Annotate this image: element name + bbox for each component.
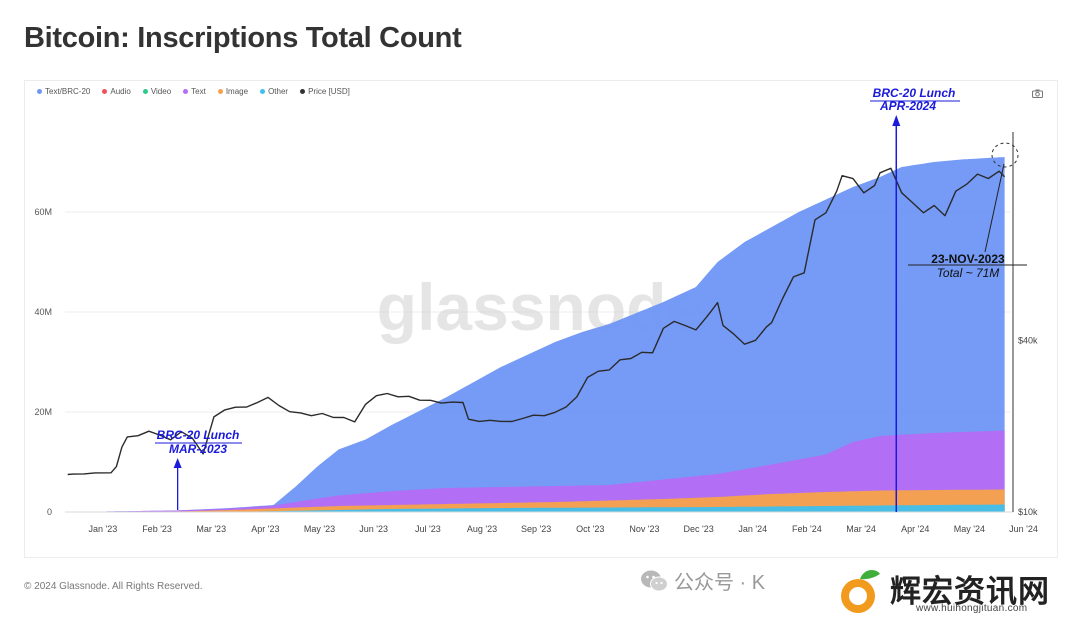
annotation-total-circle <box>991 142 1019 168</box>
wechat-icon <box>641 570 668 591</box>
x-tick-label: Jan '24 <box>738 524 767 534</box>
x-tick-label: Mar '23 <box>196 524 226 534</box>
price-line <box>67 167 1006 476</box>
y-left-tick-label: 0 <box>47 507 52 517</box>
x-tick-label: Mar '24 <box>846 524 876 534</box>
legend-dot-icon <box>217 89 223 94</box>
legend-dot-icon <box>102 89 108 94</box>
area-series-text <box>67 430 1005 512</box>
legend-label: Other <box>268 87 289 96</box>
page-title: Bitcoin: Inscriptions Total Count <box>24 22 462 54</box>
legend-dot-icon <box>183 89 189 94</box>
annotation-mar-arrowhead <box>173 458 182 468</box>
x-tick-label: Jan '23 <box>89 524 118 534</box>
x-tick-label: Feb '24 <box>792 524 822 534</box>
x-tick-label: Apr '23 <box>251 524 279 534</box>
x-tick-label: Dec '23 <box>683 524 713 534</box>
x-tick-label: Feb '23 <box>142 524 172 534</box>
annotation-apr-line2: APR-2024 <box>879 99 936 113</box>
x-tick-label: Jul '23 <box>415 524 441 534</box>
legend-dot-icon <box>37 89 42 94</box>
annotation-total-line1: 23-NOV-2023 <box>931 252 1005 266</box>
wechat-watermark: 公众号 · K <box>640 566 765 595</box>
legend-label: Text/BRC-20 <box>45 87 91 96</box>
x-tick-label: Jun '23 <box>359 524 388 534</box>
legend-item-image[interactable]: Image <box>217 87 249 96</box>
wechat-label: 公众号 · K <box>674 572 766 594</box>
x-tick-label: Aug '23 <box>467 524 497 534</box>
y-left-tick-label: 40M <box>34 307 52 317</box>
annotation-total-line2: Total ~ 71M <box>937 266 1000 280</box>
legend-item-audio[interactable]: Audio <box>102 87 131 96</box>
legend-dot-icon <box>260 89 266 94</box>
legend-dot-icon <box>300 89 306 94</box>
area-series-image <box>67 489 1005 512</box>
brand-logo: 辉宏资讯网 www.huihongjituan.com <box>832 560 1080 622</box>
legend-label: Video <box>150 87 172 96</box>
legend-dot-icon <box>142 89 148 94</box>
camera-icon[interactable] <box>1032 89 1043 98</box>
annotation-mar-line2: MAR-2023 <box>169 442 227 456</box>
annotation-apr-line1: BRC-20 Lunch <box>873 86 956 100</box>
x-tick-label: Nov '23 <box>629 524 659 534</box>
y-left-tick-label: 60M <box>34 207 52 217</box>
x-tick-label: Sep '23 <box>521 524 551 534</box>
x-tick-label: Jun '24 <box>1009 524 1038 534</box>
legend-item-text-brc20[interactable]: Text/BRC-20 <box>37 87 90 96</box>
legend-label: Audio <box>110 87 131 96</box>
area-series-text-brc-20 <box>67 157 1005 512</box>
copyright-footer: © 2024 Glassnode. All Rights Reserved. <box>24 581 203 592</box>
legend-item-price[interactable]: Price [USD] <box>300 87 350 96</box>
y-left-tick-label: 20M <box>34 407 52 417</box>
area-series-other <box>67 504 1005 512</box>
y-right-tick-label: $40k <box>1018 336 1038 346</box>
y-right-tick-label: $10k <box>1018 507 1038 517</box>
orange-logo-icon <box>841 569 880 613</box>
annotation-apr-arrowhead <box>892 115 901 126</box>
legend-item-text[interactable]: Text <box>183 87 206 96</box>
legend-label: Text <box>191 87 206 96</box>
brand-url: www.huihongjituan.com <box>916 603 1028 614</box>
brand-name: 辉宏资讯网 <box>890 574 1050 609</box>
legend-label: Image <box>225 87 249 96</box>
annotation-mar-line1: BRC-20 Lunch <box>157 428 240 442</box>
legend-label: Price [USD] <box>308 87 350 96</box>
x-tick-label: May '24 <box>954 524 985 534</box>
legend-item-other[interactable]: Other <box>260 87 288 96</box>
chart-legend: Text/BRC-20 Audio Video Text Image Other… <box>37 87 350 96</box>
x-tick-label: May '23 <box>304 524 335 534</box>
x-tick-label: Oct '23 <box>576 524 604 534</box>
x-tick-label: Apr '24 <box>901 524 929 534</box>
annotation-total-pointer <box>984 163 1005 253</box>
legend-item-video[interactable]: Video <box>142 87 172 96</box>
